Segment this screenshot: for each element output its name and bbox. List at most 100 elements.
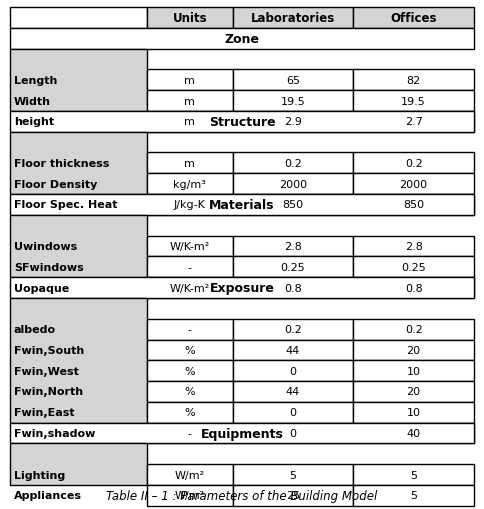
Text: 850: 850: [283, 200, 303, 210]
Text: W/K-m²: W/K-m²: [170, 283, 210, 293]
Text: Structure: Structure: [209, 116, 275, 129]
Text: 5: 5: [289, 470, 297, 479]
Bar: [233, 340, 353, 360]
Bar: [233, 70, 353, 91]
Text: Lighting: Lighting: [14, 470, 65, 479]
Text: albedo: albedo: [14, 325, 56, 334]
Text: Fwin,South: Fwin,South: [14, 345, 84, 355]
Text: 20: 20: [407, 387, 421, 397]
Text: %: %: [184, 366, 195, 376]
Text: J/kg-K: J/kg-K: [174, 200, 206, 210]
Text: 0: 0: [289, 366, 297, 376]
Text: 44: 44: [286, 345, 300, 355]
Bar: [233, 91, 353, 111]
Text: 65: 65: [286, 76, 300, 86]
Text: 0: 0: [289, 428, 297, 438]
Bar: [233, 257, 353, 277]
Text: m: m: [184, 76, 195, 86]
Bar: [147, 360, 233, 381]
Text: 0.25: 0.25: [401, 262, 426, 272]
Bar: [233, 194, 353, 215]
Bar: [147, 174, 233, 194]
Text: 82: 82: [407, 76, 421, 86]
Text: 0.8: 0.8: [405, 283, 423, 293]
Text: Exposure: Exposure: [210, 281, 274, 295]
Bar: [353, 340, 474, 360]
Bar: [10, 111, 474, 132]
Text: Width: Width: [14, 96, 51, 106]
Bar: [147, 70, 233, 91]
Text: Zone: Zone: [225, 33, 259, 46]
Text: 19.5: 19.5: [281, 96, 305, 106]
Text: -: -: [188, 262, 192, 272]
Bar: [233, 485, 353, 506]
Text: m: m: [184, 96, 195, 106]
Bar: [233, 423, 353, 443]
Bar: [147, 8, 233, 29]
Bar: [147, 111, 233, 132]
Text: 10: 10: [407, 366, 421, 376]
Text: Offices: Offices: [391, 12, 437, 25]
Text: 2000: 2000: [400, 179, 428, 189]
Text: Laboratories: Laboratories: [251, 12, 335, 25]
Bar: [353, 91, 474, 111]
Text: -: -: [188, 325, 192, 334]
Bar: [10, 443, 147, 485]
Text: 0.2: 0.2: [405, 159, 423, 168]
Text: 44: 44: [286, 387, 300, 397]
Bar: [233, 464, 353, 485]
Bar: [233, 402, 353, 423]
Bar: [147, 277, 233, 298]
Bar: [353, 194, 474, 215]
Text: Equipments: Equipments: [200, 427, 284, 440]
Text: Uwindows: Uwindows: [14, 242, 77, 251]
Bar: [10, 8, 147, 29]
Text: 2.9: 2.9: [284, 117, 302, 127]
Text: height: height: [14, 117, 54, 127]
Text: 20: 20: [407, 345, 421, 355]
Bar: [10, 423, 474, 443]
Text: m: m: [184, 117, 195, 127]
Bar: [353, 236, 474, 257]
Text: 2000: 2000: [279, 179, 307, 189]
Text: 2.7: 2.7: [405, 117, 423, 127]
Bar: [353, 257, 474, 277]
Text: 5: 5: [410, 491, 417, 500]
Bar: [147, 402, 233, 423]
Bar: [147, 236, 233, 257]
Bar: [233, 319, 353, 340]
Bar: [353, 174, 474, 194]
Bar: [10, 298, 147, 423]
Bar: [147, 194, 233, 215]
Text: Fwin,shadow: Fwin,shadow: [14, 428, 95, 438]
Text: Floor thickness: Floor thickness: [14, 159, 109, 168]
Text: W/K-m²: W/K-m²: [170, 242, 210, 251]
Text: Table II – 1 : Parameters of the Building Model: Table II – 1 : Parameters of the Buildin…: [106, 490, 378, 502]
Bar: [10, 194, 474, 215]
Bar: [233, 277, 353, 298]
Bar: [233, 174, 353, 194]
Text: Uopaque: Uopaque: [14, 283, 69, 293]
Text: 5: 5: [410, 470, 417, 479]
Bar: [147, 319, 233, 340]
Text: kg/m³: kg/m³: [173, 179, 206, 189]
Bar: [353, 381, 474, 402]
Bar: [353, 319, 474, 340]
Text: Appliances: Appliances: [14, 491, 82, 500]
Text: 10: 10: [407, 408, 421, 417]
Text: 850: 850: [403, 200, 424, 210]
Text: m: m: [184, 159, 195, 168]
Text: 2.8: 2.8: [284, 242, 302, 251]
Bar: [233, 381, 353, 402]
Text: 0.2: 0.2: [284, 159, 302, 168]
Bar: [233, 360, 353, 381]
Bar: [10, 132, 147, 194]
Text: 25: 25: [286, 491, 300, 500]
Text: -: -: [188, 428, 192, 438]
Bar: [147, 485, 233, 506]
Bar: [233, 8, 353, 29]
Bar: [233, 236, 353, 257]
Bar: [353, 277, 474, 298]
Bar: [147, 91, 233, 111]
Text: 0.2: 0.2: [405, 325, 423, 334]
